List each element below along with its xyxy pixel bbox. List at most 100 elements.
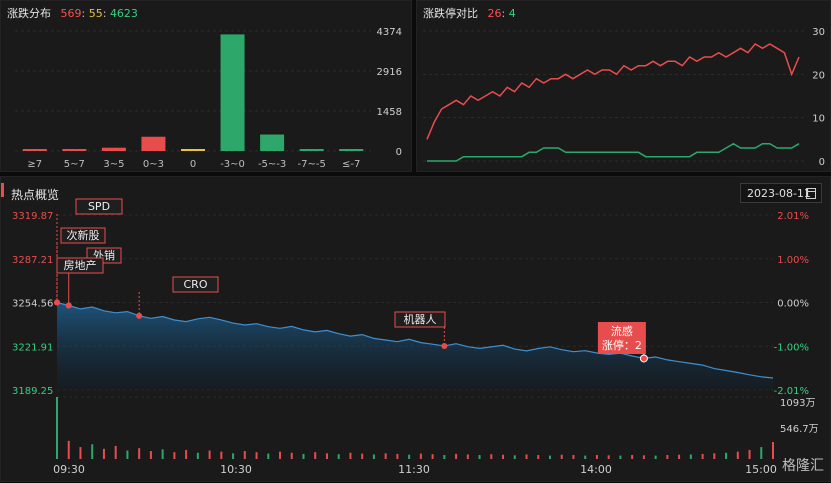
volume-bar [490,454,493,459]
volume-bar [349,452,352,459]
volume-bar [220,451,223,459]
volume-bar [607,455,610,459]
annotation-dot [136,312,143,319]
time-tick-label: 10:30 [220,463,252,476]
volume-bar [419,453,422,459]
annotation-dot [441,342,448,349]
volume-bar [537,455,540,459]
vol-tick-label: 546.7万 [780,424,819,435]
time-tick-label: 11:30 [398,463,430,476]
price-area [57,302,773,390]
callout-subtitle: 涨停：2 [602,338,642,352]
annotation-box [60,227,106,244]
distribution-chart: 4374 2916 1458 0 ≥7 5~7 3~5 0~3 0 -3~0 -5~-3 -7~-5 ≤… [15,27,402,170]
callout-box [597,322,646,354]
volume-bar [149,451,152,459]
pct-tick-label: 2.01% [777,211,809,222]
distribution-panel: 涨跌分布 569: 55: 4623 4374 2916 1458 0 ≥7 5~7 3~5… [0,0,412,172]
annotation-box [75,198,123,215]
x-tick-label: 3~5 [103,159,124,170]
volume-bar [79,447,82,459]
flat-count: 55 [88,7,103,20]
limit-up-line [426,43,800,140]
volume-bar [560,454,563,459]
title-accent [1,183,4,197]
annotation-label: 房地产 [64,258,97,272]
volume-bar [513,455,516,459]
volume-bar [102,448,105,459]
volume-bar [689,454,692,459]
limit-down-line [427,142,800,162]
x-tick-label: 0 [190,159,196,170]
x-tick-label: ≥7 [27,159,42,170]
volume-bar [56,397,58,459]
annotation-box [56,257,104,274]
volume-bar [161,449,164,459]
annotation-box [172,276,219,293]
volume-bar [396,453,399,459]
volume-bar [408,454,411,459]
dist-bar [299,149,324,151]
volume-bar [748,449,751,459]
price-line [56,301,774,379]
volume-bar [337,454,340,459]
price-tick-label: 3189.25 [12,386,53,397]
y-tick-label: 1458 [377,107,402,118]
volume-bar [243,451,246,459]
callout-title: 流感 [611,324,633,338]
volume-bar [325,453,328,459]
y-tick-label: 20 [812,70,825,81]
volume-bar [725,452,728,459]
dist-bar [22,149,47,151]
calendar-icon[interactable] [806,188,816,199]
limit-panel: 涨跌停对比 26: 4 30 20 10 0 [416,0,831,172]
volume-bar [701,453,704,459]
y-tick-label: 0 [396,147,402,158]
price-tick-label: 3221.91 [12,342,53,353]
pct-tick-label: 0.00% [777,299,809,310]
volume-bar [196,452,199,459]
volume-bar [114,445,117,459]
dist-bar [260,134,285,151]
volume-bar [760,447,763,459]
x-tick-label: 0~3 [143,159,164,170]
pct-tick-label: -2.01% [774,386,809,397]
volume-bar [678,454,681,459]
volume-bar [666,455,669,459]
limit-up-count: 26 [487,7,502,20]
volume-bar [443,455,446,459]
volume-bar [138,448,141,459]
time-tick-label: 14:00 [580,463,612,476]
volume-bar [713,453,716,459]
y-tick-label: 4374 [377,27,402,38]
volume-bar [290,452,293,459]
volume-bar [478,455,481,459]
volume-bar [619,455,622,459]
date-picker[interactable]: 2023-08-11 [740,183,822,203]
volume-bar [185,449,188,459]
price-tick-label: 3287.21 [12,255,53,266]
date-value: 2023-08-11 [747,187,811,200]
annotation-dot [65,302,72,309]
volume-bar [279,451,282,459]
annotation-dot [54,299,60,306]
time-tick-label: 15:00 [745,463,777,476]
volume-bar [91,444,94,459]
annotation-label: SPD [88,200,110,213]
volume-bar [384,453,387,459]
annotation-box [394,311,446,328]
y-tick-label: 0 [819,157,825,168]
volume-bar [642,455,645,459]
volume-bar [208,450,211,459]
limit-title: 涨跌停对比 26: 4 [423,7,516,20]
callout-dot [639,354,648,363]
volume-bar [584,455,587,459]
brand-logo: 格隆汇 [782,458,824,474]
x-tick-label: -3~0 [220,159,245,170]
y-tick-label: 30 [812,27,825,38]
volume-bar [173,452,176,459]
y-tick-label: 2916 [377,67,402,78]
volume-bar [455,453,458,459]
price-tick-label: 3254.56 [12,299,53,310]
dist-bar [141,136,166,151]
